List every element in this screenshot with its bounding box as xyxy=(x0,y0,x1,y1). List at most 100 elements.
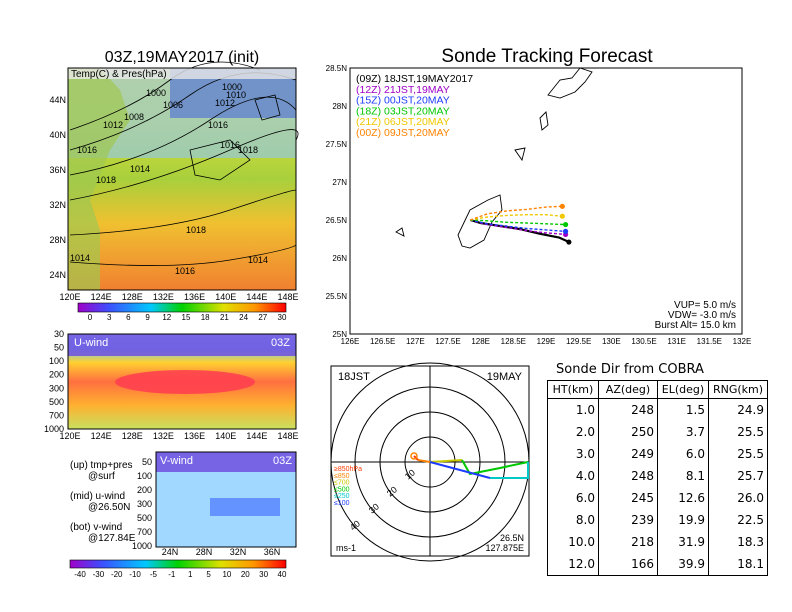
temp-colorbar-label: 15 xyxy=(182,313,191,322)
table-cell: 3.7 xyxy=(657,421,709,443)
u-wind-label: U-wind xyxy=(74,337,108,349)
v-wind-frame xyxy=(155,451,297,548)
polar-rings xyxy=(330,362,530,562)
map-y-tick: 40N xyxy=(49,130,66,140)
ring-label: 10 xyxy=(403,467,417,481)
table-cell: 248 xyxy=(598,465,658,487)
table-row: 3.0 249 6.0 25.5 xyxy=(547,443,768,465)
map-y-tick: 28N xyxy=(49,235,66,245)
map-x-tick: 144E xyxy=(246,292,267,302)
temp-colorbar xyxy=(77,302,287,313)
u-y-tick: 30 xyxy=(54,329,64,339)
u-x-tick: 136E xyxy=(184,431,205,441)
wind-colorbar-label: 20 xyxy=(241,570,250,579)
map-x-tick: 148E xyxy=(277,292,298,302)
wind-colorbar-label: 1 xyxy=(188,570,193,579)
tracking-x-tick: 131.5E xyxy=(697,337,722,346)
temp-colorbar-label: 9 xyxy=(145,313,150,322)
tracking-y-ticks: 25N 25.5N 26N 26.5N 27N 27.5N 28N 28.5N xyxy=(326,64,348,339)
u-y-tick: 50 xyxy=(54,343,64,353)
v-x-tick: 24N xyxy=(162,547,179,557)
table-row: 10.0 218 31.9 18.3 xyxy=(547,531,768,553)
map-x-ticks: 120E 124E 128E 132E 136E 140E 144E 148E xyxy=(59,292,298,302)
wind-colorbar-label: -5 xyxy=(150,570,158,579)
v-y-tick: 1000 xyxy=(132,541,152,551)
table-cell: 248 xyxy=(598,398,658,421)
table-row: 1.0 248 1.5 24.9 xyxy=(547,398,768,421)
ring-label: 20 xyxy=(385,484,399,498)
vdw-text: VDW= -3.0 m/s xyxy=(668,310,736,321)
tracking-y-tick: 26N xyxy=(332,254,347,263)
tracking-y-tick: 28N xyxy=(332,102,347,111)
table-cell: 19.9 xyxy=(657,509,709,531)
tracking-x-tick: 131E xyxy=(667,337,686,346)
isobar-label: 1014 xyxy=(130,164,150,174)
tracking-legend: (09Z) 18JST,19MAY2017(12Z) 21JST,19MAY(1… xyxy=(356,73,473,139)
isobar-label: 1000 xyxy=(146,88,166,98)
table-row: 2.0 250 3.7 25.5 xyxy=(547,421,768,443)
isobar-label: 1000 xyxy=(222,82,242,92)
isobar-label: 1012 xyxy=(215,98,235,108)
u-wind-frame xyxy=(67,333,297,430)
table-row: 6.0 245 12.6 26.0 xyxy=(547,487,768,509)
map-y-tick: 44N xyxy=(49,95,66,105)
v-x-tick: 36N xyxy=(264,547,281,557)
wind-colorbar-label: 5 xyxy=(206,570,211,579)
table-header: EL(deg) xyxy=(657,380,709,399)
map-x-tick: 140E xyxy=(215,292,236,302)
tracking-x-tick: 129E xyxy=(537,337,556,346)
v-y-tick: 100 xyxy=(137,471,152,481)
v-wind-time: 03Z xyxy=(273,455,292,467)
polar-level: ≤100 xyxy=(334,500,350,507)
table-cell: 22.5 xyxy=(708,509,768,531)
polar-lat: 26.5N xyxy=(500,533,524,543)
u-wind-upper xyxy=(68,334,296,356)
table-cell: 31.9 xyxy=(657,531,709,553)
panel-notes: (up) tmp+pres@surf (mid) u-wind@26.50N (bo… xyxy=(70,460,136,544)
burst-text: Burst Alt= 15.0 km xyxy=(655,320,736,331)
note-sub: @surf xyxy=(88,471,115,482)
polar-units: ms-1 xyxy=(336,543,356,553)
map-x-tick: 132E xyxy=(153,292,174,302)
tracking-y-tick: 27N xyxy=(332,178,347,187)
track-endpoint xyxy=(559,213,565,219)
v-y-ticks: 50 100 200 300 500 700 1000 xyxy=(132,457,152,551)
u-x-tick: 144E xyxy=(246,431,267,441)
temp-colorbar-label: 12 xyxy=(162,313,171,322)
isobar-label: 1016 xyxy=(208,120,228,130)
temp-colorbar-label: 30 xyxy=(278,313,287,322)
tracking-x-tick: 127E xyxy=(406,337,425,346)
table-row: 8.0 239 19.9 22.5 xyxy=(547,509,768,531)
isobar-label: 1018 xyxy=(238,145,258,155)
table-cell: 1.5 xyxy=(657,398,709,421)
table-cell: 239 xyxy=(598,509,658,531)
temp-colorbar-labels: 0 3 6 9 12 15 18 21 24 27 30 xyxy=(88,313,287,322)
v-y-tick: 50 xyxy=(142,457,152,467)
track-endpoint xyxy=(566,239,572,245)
map-frame xyxy=(67,67,297,291)
track-line xyxy=(470,214,563,221)
tracking-x-tick: 130E xyxy=(602,337,621,346)
legend-entry: (15Z) 00JST,20MAY xyxy=(356,95,450,107)
isobar-label: 1018 xyxy=(186,225,206,235)
table-cell: 8.1 xyxy=(657,465,709,487)
jet-core xyxy=(115,370,255,394)
wind-colorbar xyxy=(69,559,287,569)
polar-lon: 127.875E xyxy=(485,543,524,553)
table-cell: 18.1 xyxy=(708,553,768,576)
track-endpoint xyxy=(559,203,565,209)
table-header: RNG(km) xyxy=(708,380,768,399)
note-sub: @26.50N xyxy=(88,502,130,513)
map-x-tick: 136E xyxy=(184,292,205,302)
table-cell: 166 xyxy=(598,553,658,576)
polar-level: ≤250 xyxy=(334,493,350,500)
table-cell: 10.0 xyxy=(547,531,599,553)
ring-label: 30 xyxy=(367,501,381,515)
u-wind-time: 03Z xyxy=(271,337,290,349)
table-cell: 25.7 xyxy=(708,465,768,487)
tracking-y-tick: 27.5N xyxy=(326,140,348,149)
track-line xyxy=(470,219,566,233)
track-series xyxy=(469,203,572,245)
isobar-label: 1016 xyxy=(220,140,240,150)
tracking-x-tick: 129.5E xyxy=(566,337,591,346)
